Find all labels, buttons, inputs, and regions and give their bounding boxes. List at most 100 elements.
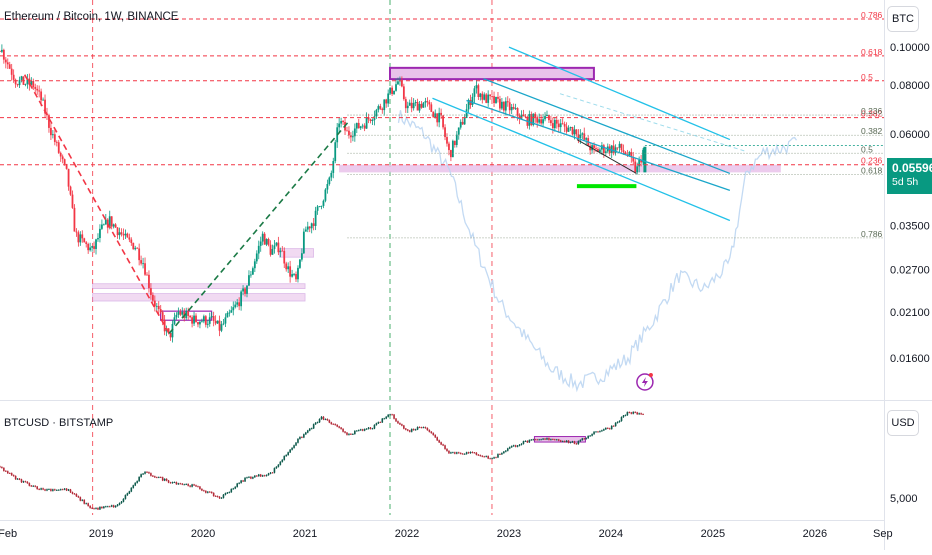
btc-candle-body [87, 503, 89, 506]
btc-candle-body [216, 496, 219, 498]
candle-body [208, 317, 211, 324]
uptrend-line [168, 122, 349, 334]
candle-body [581, 133, 584, 135]
candle-body [169, 332, 172, 338]
candle-body [83, 238, 86, 243]
btc-candle-body [132, 485, 135, 488]
overlay-line [397, 110, 798, 393]
btc-candle-body [303, 434, 305, 438]
btc-candle-body [628, 412, 631, 414]
candle-body [604, 151, 607, 154]
candle-body [161, 312, 164, 320]
candle-body [455, 134, 458, 145]
btc-candle-body [626, 412, 629, 416]
btc-candle-body [179, 483, 182, 485]
btc-candle-body [191, 484, 193, 487]
candle-body [148, 274, 150, 289]
candle-body [281, 250, 284, 252]
btc-candle-body [203, 490, 205, 492]
candle-body [483, 94, 486, 100]
btc-candle-body [318, 419, 321, 423]
btc-candle-body [454, 452, 456, 454]
candle-body [36, 88, 39, 91]
btc-candle-body [548, 438, 550, 440]
candle-body [228, 312, 231, 314]
btc-candle-body [248, 476, 250, 478]
fib-label-0.236: 0.236 [861, 156, 883, 166]
btc-candle-body [259, 474, 262, 477]
candle-body [450, 150, 452, 158]
btc-candle-body [385, 416, 388, 419]
candle-body [32, 80, 35, 88]
btc-candle-body [503, 451, 505, 454]
candle-body [461, 121, 464, 125]
btc-candle-body [414, 429, 417, 431]
btc-candle-body [352, 433, 354, 435]
candle-body [575, 129, 578, 135]
btc-candle-body [516, 445, 519, 447]
btc-candle-body [85, 503, 88, 505]
candle-body [312, 223, 315, 226]
btc-candle-body [587, 436, 589, 439]
candle-body [463, 117, 466, 125]
btc-candle-body [254, 475, 256, 478]
btc-candle-body [289, 449, 291, 453]
candle-body [551, 123, 554, 129]
candle-body [150, 288, 152, 295]
btc-candle-body [269, 472, 272, 474]
btc-candle-body [108, 506, 111, 508]
btc-candle-body [359, 429, 362, 431]
candle-body [612, 145, 615, 153]
btc-candle-body [620, 417, 623, 421]
candle-body [38, 90, 41, 92]
btc-candle-body [183, 484, 186, 486]
btc-candle-body [491, 458, 493, 460]
currency-button[interactable]: BTC [887, 6, 919, 32]
candle-body [199, 321, 201, 325]
candle-body [134, 247, 137, 250]
btc-candle-body [44, 489, 46, 491]
candle-body [528, 114, 531, 126]
btc-candle-body [124, 495, 127, 499]
btc-candle-body [493, 457, 495, 459]
btc-candle-body [469, 452, 472, 454]
candle-body [271, 249, 274, 255]
btc-candle-body [0, 466, 1, 468]
btc-candle-body [550, 439, 552, 441]
candle-body [297, 267, 299, 280]
btc-candle-body [273, 468, 276, 473]
sub-currency-button[interactable]: USD [887, 410, 919, 436]
btc-candle-body [573, 441, 576, 444]
btc-candle-body [12, 475, 15, 477]
btc-candle-body [432, 433, 435, 435]
price-tick-label: 0.01600 [890, 353, 930, 365]
candle-body [97, 238, 99, 240]
chart-title: Ethereum / Bitcoin, 1W, BINANCE [4, 11, 179, 23]
btc-candle-body [436, 437, 438, 441]
btc-candle-body [467, 452, 470, 454]
btc-candle-body [189, 485, 191, 487]
btc-candle-body [240, 480, 242, 483]
btc-candle-body [457, 452, 460, 454]
candle-body [34, 87, 37, 89]
candle-body [220, 324, 223, 331]
candle-body [89, 247, 92, 251]
btc-candle-body [126, 493, 129, 496]
bar-countdown: 5d 5h [892, 176, 919, 188]
resistance-box [389, 66, 595, 81]
btc-candle-body [520, 443, 523, 445]
candle-body [632, 157, 635, 162]
btc-candle-body [522, 441, 525, 444]
btc-candle-body [46, 489, 48, 491]
btc-candle-body [393, 414, 395, 419]
candle-body [28, 78, 31, 85]
btc-candle-body [228, 492, 231, 493]
candle-body [493, 96, 495, 104]
candle-body [130, 239, 133, 243]
candle-body [530, 114, 533, 126]
btc-candle-body [63, 488, 66, 490]
btc-candle-body [75, 494, 78, 497]
btc-candle-body [377, 422, 380, 424]
btc-candle-body [312, 424, 315, 429]
